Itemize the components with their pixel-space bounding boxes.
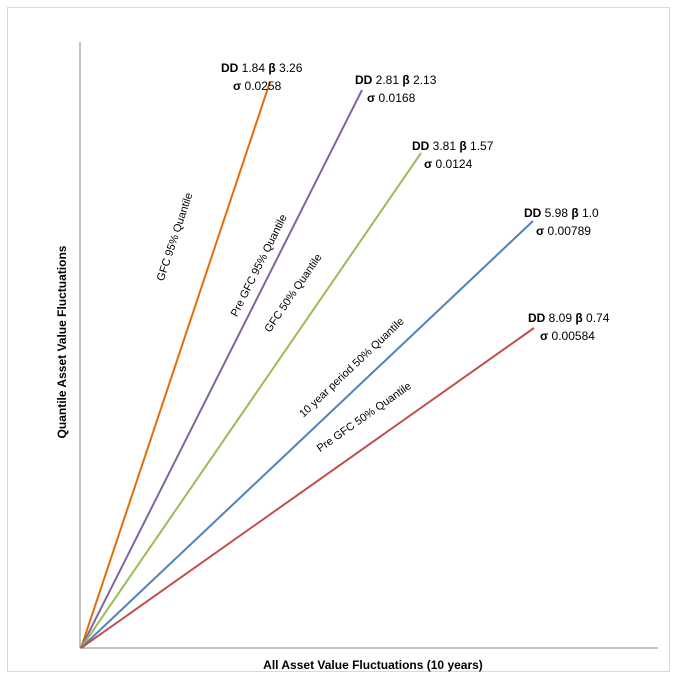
annotation-sigma: σ 0.0258 xyxy=(233,79,282,93)
series-line xyxy=(80,327,535,649)
x-axis-title: All Asset Value Fluctuations (10 years) xyxy=(263,658,483,672)
annotation-dd-beta: DD 8.09 β 0.74 xyxy=(528,311,610,325)
series-line xyxy=(80,89,363,649)
series-label: GFC 95% Quantile xyxy=(155,191,196,282)
annotation-dd-beta: DD 2.81 β 2.13 xyxy=(355,73,437,87)
series-line xyxy=(80,81,271,649)
annotation-dd-beta: DD 1.84 β 3.26 xyxy=(221,61,303,75)
series-2: GFC 50% Quantile DD 3.81 β 1.57 σ 0.0124 xyxy=(80,139,494,649)
annotation-sigma: σ 0.00789 xyxy=(536,224,591,238)
annotation-dd-beta: DD 3.81 β 1.57 xyxy=(412,139,494,153)
series-label: GFC 50% Quantile xyxy=(262,252,324,335)
y-axis-title: Quantile Asset Value Fluctuations xyxy=(55,245,69,438)
annotation-sigma: σ 0.0168 xyxy=(367,91,416,105)
chart-frame xyxy=(7,7,670,672)
series-line xyxy=(80,152,422,649)
annotation-sigma: σ 0.00584 xyxy=(540,329,595,343)
annotation-dd-beta: DD 5.98 β 1.0 xyxy=(524,206,599,220)
series-line xyxy=(80,220,534,649)
annotation-sigma: σ 0.0124 xyxy=(424,157,473,171)
series-layer: GFC 95% Quantile DD 1.84 β 3.26 σ 0.0258 Pr… xyxy=(80,61,610,649)
series-0: GFC 95% Quantile DD 1.84 β 3.26 σ 0.0258 xyxy=(80,61,303,649)
